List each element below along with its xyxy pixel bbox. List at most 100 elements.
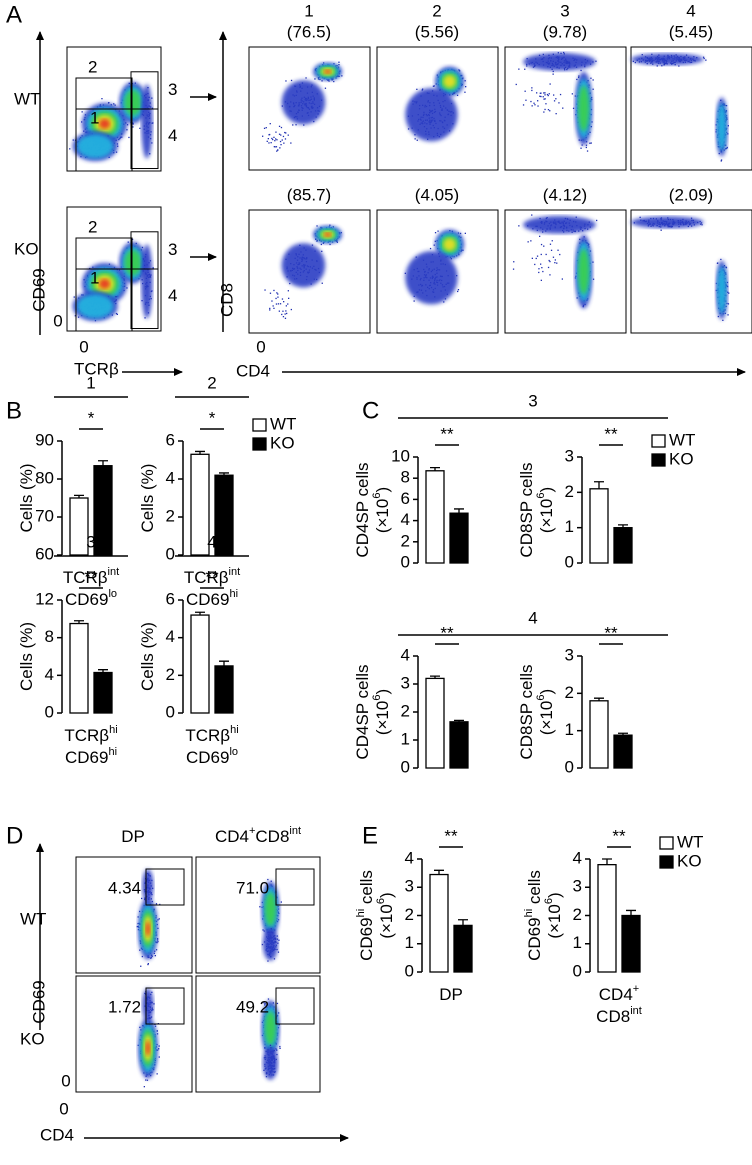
event-dot [139,949,141,951]
density-core [578,85,590,132]
event-dot [321,80,323,82]
density-core [99,118,111,129]
event-dot [279,147,281,149]
event-dot [544,92,546,94]
event-dot [580,147,582,149]
event-dot [287,303,289,305]
event-dot [74,315,76,317]
density-core [76,134,114,159]
event-dot [140,965,142,967]
event-dot [678,65,680,67]
event-dot [531,87,533,89]
density-core [142,869,154,903]
gate-percentage: (4.05) [415,185,459,204]
plot-events [259,878,282,962]
event-dot [284,313,286,315]
event-dot [141,897,143,900]
gate-label: 3 [168,240,177,259]
gate-number: 2 [432,1,441,20]
gate-percentage: (5.56) [415,22,459,41]
event-dot [720,160,722,162]
event-dot [139,1026,141,1028]
event-dot [269,309,271,311]
event-dot [158,1048,160,1050]
event-dot [543,92,545,94]
event-dot [319,78,321,81]
gate-value: 71.0 [236,878,269,897]
gate-number: 1 [304,1,313,20]
event-dot [139,127,141,129]
event-dot [540,243,543,246]
event-dot [329,243,331,246]
event-dot [329,224,331,226]
event-dot [73,296,75,298]
density-core [578,248,590,295]
gate-label: 1 [90,108,99,127]
event-dot [153,1003,155,1005]
gate-label: 1 [90,268,99,287]
axis-label: CD69 [29,268,48,311]
event-dot [276,935,278,937]
event-dot [132,123,134,125]
event-dot [281,139,283,141]
event-dot [269,307,271,310]
event-dot [537,100,539,102]
event-dot [549,243,552,245]
gate-value: 4.34 [108,878,141,897]
event-dot [434,232,437,234]
event-dot [126,129,128,131]
event-dot [273,307,275,309]
event-dot [526,65,528,67]
event-dot [727,314,729,316]
event-dot [531,89,533,92]
event-dot [282,310,284,312]
event-dot [316,240,318,242]
event-dot [305,77,307,79]
event-dot [284,131,286,134]
event-dot [548,93,550,95]
event-dot [283,301,285,303]
event-dot [525,99,527,101]
event-dot [422,88,424,90]
event-dot [545,253,547,256]
panel-letter: B [6,397,22,424]
event-dot [316,225,318,227]
axis-label: CD4 [236,361,270,380]
event-dot [280,126,283,129]
event-dot [153,952,155,954]
density-core [145,1040,151,1056]
event-dot [276,292,278,294]
panel-letter: A [6,1,22,28]
axis-zero: 0 [59,1099,68,1118]
density-core [717,103,727,151]
event-dot [576,78,578,81]
event-dot [285,310,287,312]
event-dot [317,78,320,80]
event-dot [722,319,724,321]
event-dot [512,268,515,270]
event-dot [324,87,327,89]
event-dot [552,256,555,258]
event-dot [531,105,533,107]
event-dot [538,271,540,274]
event-dot [262,135,264,137]
plot-events [515,51,597,152]
event-dot [453,92,455,94]
event-dot [285,305,287,307]
event-dot [284,138,287,140]
plot-events [631,53,729,162]
event-dot [270,142,272,144]
event-dot [660,229,662,231]
event-dot [341,75,343,77]
event-dot [701,224,703,226]
event-dot [404,272,406,274]
event-dot [589,142,591,144]
event-dot [531,257,533,259]
event-dot [145,1079,147,1081]
event-dot [333,80,335,83]
event-dot [155,949,158,951]
event-dot [143,1086,145,1088]
event-dot [591,121,593,123]
event-dot [126,287,128,289]
event-dot [590,77,592,79]
